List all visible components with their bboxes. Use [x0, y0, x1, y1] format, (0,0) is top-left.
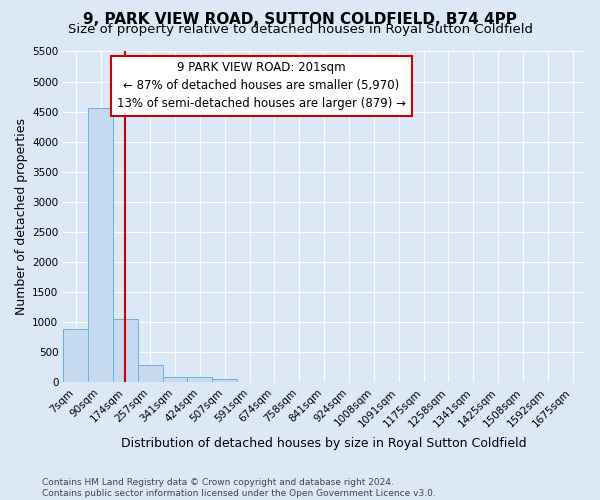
Bar: [212, 380, 237, 382]
X-axis label: Distribution of detached houses by size in Royal Sutton Coldfield: Distribution of detached houses by size …: [121, 437, 527, 450]
Bar: [113, 318, 138, 382]
Text: 9, PARK VIEW ROAD, SUTTON COLDFIELD, B74 4PP: 9, PARK VIEW ROAD, SUTTON COLDFIELD, B74…: [83, 12, 517, 28]
Text: 9 PARK VIEW ROAD: 201sqm
← 87% of detached houses are smaller (5,970)
13% of sem: 9 PARK VIEW ROAD: 201sqm ← 87% of detach…: [117, 62, 406, 110]
Bar: [63, 330, 88, 382]
Y-axis label: Number of detached properties: Number of detached properties: [15, 118, 28, 316]
Bar: [138, 365, 163, 382]
Bar: [187, 378, 212, 382]
Bar: [88, 108, 113, 382]
Bar: [163, 378, 187, 382]
Text: Size of property relative to detached houses in Royal Sutton Coldfield: Size of property relative to detached ho…: [67, 22, 533, 36]
Text: Contains HM Land Registry data © Crown copyright and database right 2024.
Contai: Contains HM Land Registry data © Crown c…: [42, 478, 436, 498]
